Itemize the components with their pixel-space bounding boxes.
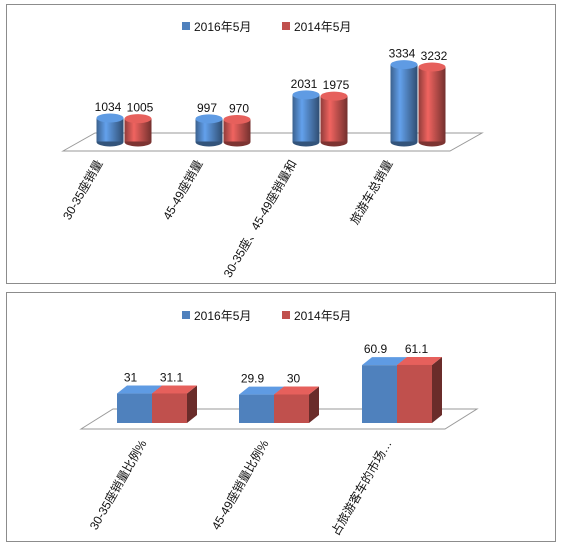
chart1-floor [61, 132, 484, 152]
chart-panel-top: 2016年5月 2014年5月 1034 1005 997 970 2031 1975 3334… [6, 4, 556, 284]
chart2-bar-2-2 [274, 386, 319, 423]
chart1-category-label-2: 45-49座销量 [159, 157, 205, 222]
box-bar-chart: 2016年5月 2014年5月 31 31.1 29.9 30 60.9 61.1 30-35座… [79, 309, 479, 538]
chart1-value-label-1-2: 997 [197, 101, 217, 115]
chart2-value-label-1-2: 29.9 [241, 372, 265, 386]
chart1-legend-swatch-1 [182, 22, 190, 30]
chart1-bar-2-4 [418, 62, 446, 147]
chart2-value-label-1-1: 31 [124, 371, 138, 385]
chart1-category-label-1: 30-35座销量 [59, 157, 105, 222]
chart2-category-label-1: 30-35座销量比例% [86, 437, 150, 533]
chart1-bar-2-2 [223, 114, 251, 147]
chart1-bar-1-1 [96, 113, 124, 147]
chart1-legend-label-2: 2014年5月 [294, 20, 351, 34]
chart2-value-label-2-1: 31.1 [160, 370, 184, 384]
chart2-bar-2-3 [397, 356, 442, 423]
chart1-bar-1-4 [390, 60, 418, 147]
chart2-bar-2-1 [152, 385, 197, 423]
chart2-value-label-2-2: 30 [287, 372, 301, 386]
chart2-value-label-1-3: 60.9 [364, 342, 388, 356]
chart2-legend-swatch-2 [282, 311, 290, 319]
chart1-legend-swatch-2 [282, 22, 290, 30]
cylinder-bar-chart: 2016年5月 2014年5月 1034 1005 997 970 2031 1975 3334… [59, 20, 484, 280]
chart2-legend-label-2: 2014年5月 [294, 309, 351, 323]
chart2-value-label-2-3: 61.1 [405, 342, 429, 356]
chart2-category-label-3: 占旅游客车的市场… [328, 437, 395, 538]
chart1-value-label-2-1: 1005 [127, 101, 154, 115]
chart1-bar-2-1 [124, 114, 152, 147]
chart1-bar-1-3 [292, 90, 320, 147]
chart1-value-label-2-3: 1975 [323, 78, 350, 92]
chart2-category-label-2: 45-49座销量比例% [208, 437, 272, 533]
chart2-legend-swatch-1 [182, 311, 190, 319]
chart1-value-label-1-3: 2031 [291, 77, 318, 91]
chart2-legend-label-1: 2016年5月 [194, 309, 251, 323]
chart1-legend-label-1: 2016年5月 [194, 20, 251, 34]
chart1-value-label-2-4: 3232 [421, 49, 448, 63]
chart-panel-bottom: 2016年5月 2014年5月 31 31.1 29.9 30 60.9 61.1 30-35座… [6, 292, 556, 542]
chart1-bar-1-2 [195, 114, 223, 147]
chart1-bar-2-3 [320, 91, 348, 147]
chart1-value-label-1-4: 3334 [389, 47, 416, 61]
chart1-value-label-2-2: 970 [229, 101, 249, 115]
chart1-category-label-3: 30-35座、45-49座销量和 [220, 157, 300, 280]
chart1-value-label-1-1: 1034 [95, 100, 122, 114]
chart1-category-label-4: 旅游车总销量 [347, 157, 396, 227]
